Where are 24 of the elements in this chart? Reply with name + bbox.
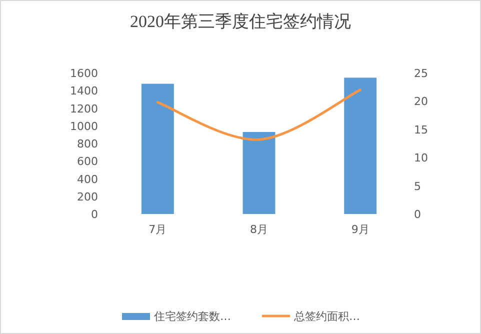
y2-tick-label: 10 (414, 152, 428, 165)
bar (242, 132, 276, 214)
bar (344, 78, 377, 214)
x-tick-label: 8月 (250, 223, 268, 236)
y-tick-label: 1200 (70, 102, 98, 116)
bar (141, 84, 174, 214)
y-tick-label: 400 (77, 172, 98, 186)
y2-tick-label: 20 (414, 95, 428, 108)
y-tick-label: 600 (77, 155, 98, 168)
y-tick-label: 1400 (70, 84, 98, 98)
chart-title: 2020年第三季度住宅签约情况 (130, 12, 351, 31)
y2-tick-label: 0 (414, 208, 421, 221)
legend-label: 总签约面积… (293, 310, 360, 323)
y-tick-label: 1600 (70, 67, 98, 80)
y2-tick-label: 25 (414, 67, 428, 80)
x-tick-label: 7月 (148, 223, 167, 236)
y-tick-label: 200 (77, 190, 98, 204)
y-tick-label: 800 (77, 138, 98, 150)
y2-tick-label: 15 (414, 123, 428, 136)
y-tick-label: 0 (91, 208, 98, 221)
y2-tick-label: 5 (414, 180, 421, 193)
legend-label: 住宅签约套数… (154, 310, 231, 323)
x-tick-label: 9月 (351, 223, 370, 236)
y-tick-label: 1000 (70, 120, 98, 133)
